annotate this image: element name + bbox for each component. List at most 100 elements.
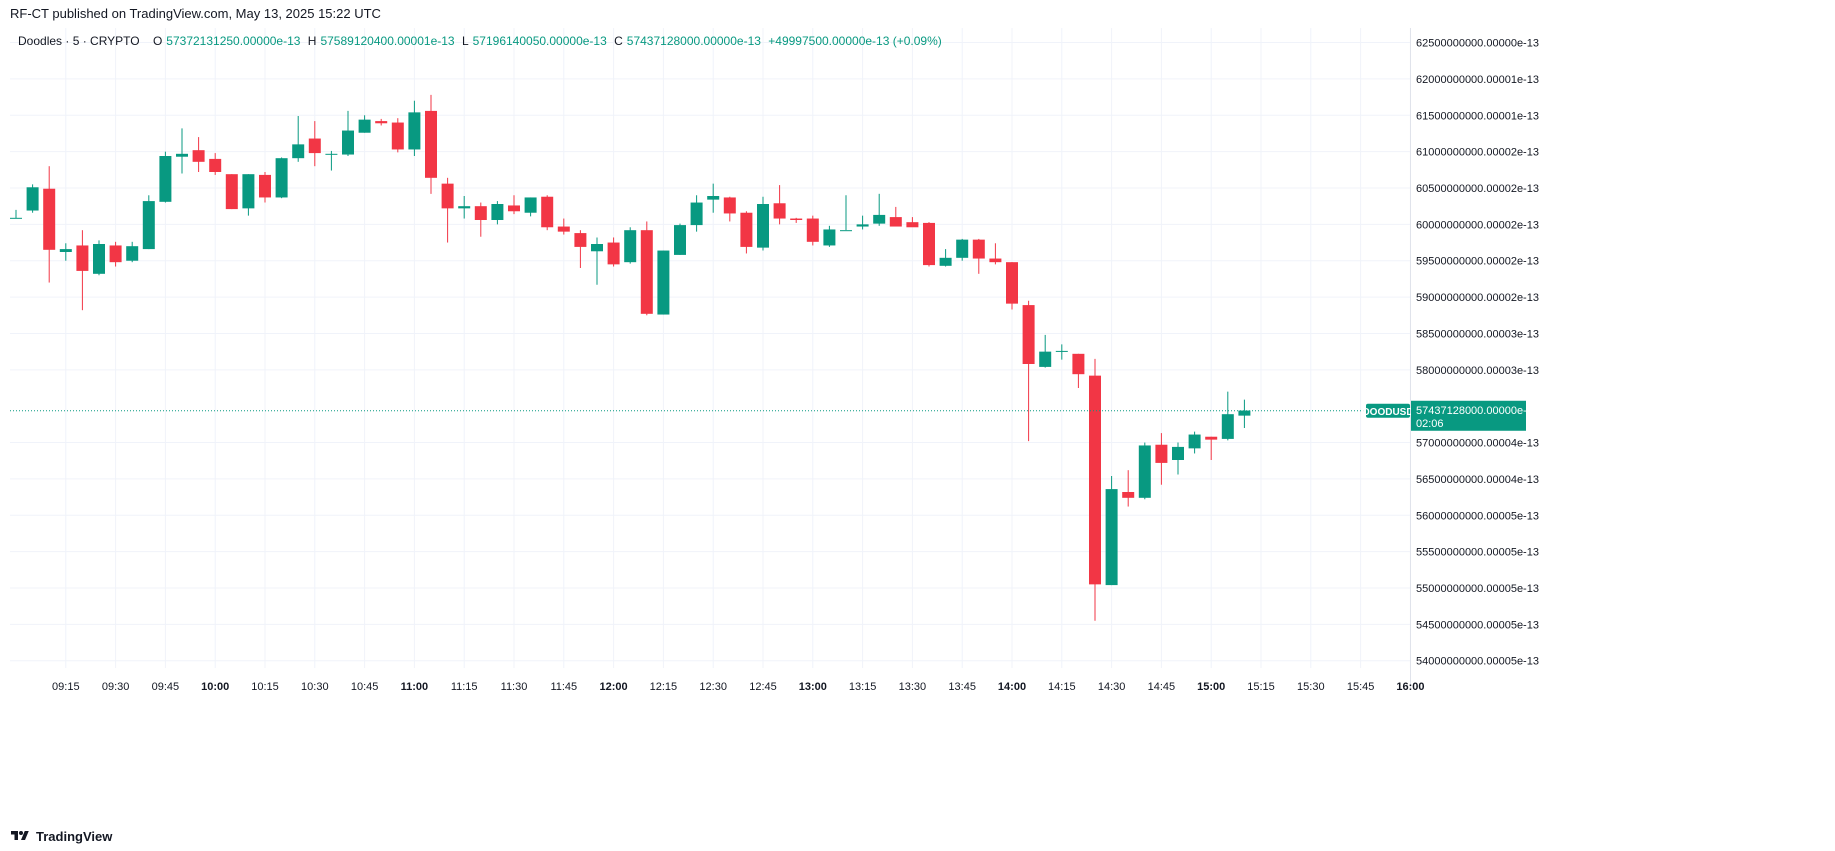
candle-body bbox=[740, 212, 753, 247]
candle-body bbox=[26, 187, 39, 211]
candle-body bbox=[574, 233, 587, 247]
candle-body bbox=[43, 188, 56, 250]
time-axis-tick-label: 15:00 bbox=[1197, 681, 1225, 693]
time-axis-tick-label: 09:15 bbox=[52, 681, 80, 693]
symbol-tag-text: DOODUSD bbox=[1362, 407, 1413, 418]
price-axis-tick-label: 54000000000.00005e-13 bbox=[1416, 656, 1539, 668]
candle-body bbox=[1172, 446, 1184, 460]
candle-body bbox=[425, 110, 437, 178]
candle-body bbox=[109, 245, 122, 263]
candlestick-chart[interactable]: DOODUSD 62500000000.00000e-13 62000000000… bbox=[10, 28, 1835, 824]
candle-body bbox=[906, 222, 919, 228]
time-axis-tick-label: 10:15 bbox=[251, 681, 279, 693]
high-label: H bbox=[307, 34, 317, 48]
candle-body bbox=[408, 112, 421, 150]
price-axis-tick-label: 56000000000.00005e-13 bbox=[1416, 510, 1539, 522]
candle-body bbox=[923, 222, 935, 266]
candle-body bbox=[1238, 410, 1251, 416]
grid-lines bbox=[10, 28, 1411, 688]
candle-body bbox=[142, 201, 155, 250]
low-value: 57196140050.00000e-13 bbox=[472, 34, 607, 48]
candle-body bbox=[59, 249, 72, 252]
candle-body bbox=[1072, 353, 1085, 375]
candle-body bbox=[889, 217, 902, 227]
open-value: 57372131250.00000e-13 bbox=[166, 34, 301, 48]
candle-body bbox=[375, 121, 388, 124]
low-label: L bbox=[461, 34, 469, 48]
candle-body bbox=[1039, 351, 1052, 367]
candle-body bbox=[1022, 305, 1035, 364]
candle-body bbox=[1006, 262, 1018, 304]
price-axis-tick-label: 58000000000.00003e-13 bbox=[1416, 365, 1539, 377]
time-axis-tick-label: 09:30 bbox=[102, 681, 130, 693]
candles bbox=[10, 94, 1251, 621]
price-axis-tick-label: 60500000000.00002e-13 bbox=[1416, 183, 1539, 195]
time-axis: 09:15 09:30 09:45 10:00 10:15 10:30 10:45 11:00… bbox=[52, 681, 1424, 693]
candle-body bbox=[541, 196, 554, 228]
candle-body bbox=[342, 130, 354, 155]
price-axis-tick-label: 62000000000.00001e-13 bbox=[1416, 74, 1539, 86]
close-value: 57437128000.00000e-13 bbox=[626, 34, 761, 48]
candle-body bbox=[873, 214, 886, 224]
time-axis-tick-label: 13:45 bbox=[948, 681, 976, 693]
candle-body bbox=[76, 245, 89, 271]
time-axis-tick-label: 12:15 bbox=[650, 681, 678, 693]
candle-body bbox=[624, 230, 637, 263]
time-axis-tick-label: 10:45 bbox=[351, 681, 379, 693]
published-by-header: RF-CT published on TradingView.com, May … bbox=[10, 6, 381, 21]
candle-body bbox=[757, 204, 769, 248]
time-axis-tick-label: 13:15 bbox=[849, 681, 877, 693]
candle-body bbox=[441, 183, 454, 209]
candle-body bbox=[806, 218, 819, 242]
last-price-badge bbox=[1411, 400, 1526, 431]
price-axis-tick-label: 59500000000.00002e-13 bbox=[1416, 256, 1539, 268]
candle-body bbox=[823, 229, 836, 246]
candle-body bbox=[972, 239, 985, 259]
symbol-tag bbox=[1366, 403, 1410, 418]
candle-body bbox=[391, 122, 404, 150]
candle-body bbox=[989, 258, 1002, 263]
time-axis-tick-label: 10:30 bbox=[301, 681, 329, 693]
chart-area[interactable]: DOODUSD 62500000000.00000e-13 62000000000… bbox=[10, 28, 1835, 824]
time-axis-tick-label: 14:15 bbox=[1048, 681, 1076, 693]
price-axis-tick-label: 54500000000.00005e-13 bbox=[1416, 619, 1539, 631]
candle-body bbox=[209, 158, 222, 172]
candle-body bbox=[956, 239, 969, 258]
candle-body bbox=[1188, 434, 1201, 449]
candle-body bbox=[474, 206, 487, 220]
ohlc-legend: Doodles · 5 · CRYPTO O 57372131250.00000e… bbox=[18, 34, 946, 48]
price-axis-tick-label: 58500000000.00003e-13 bbox=[1416, 328, 1539, 340]
candle-body bbox=[93, 244, 105, 274]
time-axis-tick-label: 09:45 bbox=[152, 681, 180, 693]
candle-body bbox=[524, 197, 537, 213]
candle-body bbox=[1205, 436, 1218, 440]
footer-brand[interactable]: TradingView bbox=[10, 826, 112, 846]
candle-body bbox=[773, 203, 786, 219]
last-price-badge-value: 57437128000.00000e-13 bbox=[1416, 405, 1539, 417]
candle-body bbox=[259, 174, 271, 198]
candle-body bbox=[225, 174, 238, 210]
candle-body bbox=[159, 156, 172, 202]
time-axis-tick-label: 14:00 bbox=[998, 681, 1026, 693]
candle-body bbox=[607, 242, 620, 265]
time-axis-tick-label: 12:45 bbox=[749, 681, 777, 693]
time-axis-tick-label: 14:45 bbox=[1148, 681, 1176, 693]
candle-body bbox=[1105, 489, 1118, 586]
price-axis-tick-label: 59000000000.00002e-13 bbox=[1416, 292, 1539, 304]
candle-body bbox=[840, 230, 852, 232]
time-axis-tick-label: 12:30 bbox=[699, 681, 727, 693]
candle-body bbox=[591, 244, 603, 252]
candle-body bbox=[10, 217, 22, 219]
price-axis-tick-label: 55500000000.00005e-13 bbox=[1416, 547, 1539, 559]
change-value: +49997500.00000e-13 (+0.09%) bbox=[768, 34, 942, 48]
candle-body bbox=[358, 119, 371, 133]
price-axis: 62500000000.00000e-13 62000000000.00001e-… bbox=[1411, 38, 1539, 668]
candle-body bbox=[458, 206, 471, 209]
candle-body bbox=[1221, 414, 1234, 439]
candle-body bbox=[790, 218, 803, 220]
symbol-label[interactable]: Doodles · 5 · CRYPTO bbox=[18, 34, 140, 48]
candle-body bbox=[176, 153, 188, 157]
countdown-label: 02:06 bbox=[1416, 418, 1444, 430]
time-axis-tick-label: 10:00 bbox=[201, 681, 229, 693]
